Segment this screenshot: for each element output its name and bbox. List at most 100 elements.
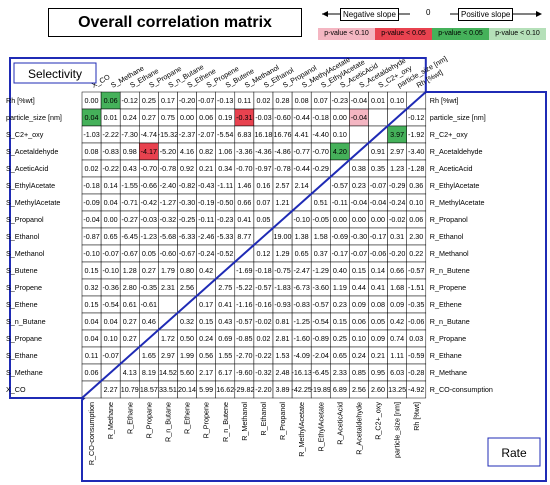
cell-value: -0.57	[236, 317, 252, 326]
cell-value: -0.85	[236, 334, 252, 343]
cell-value: -4.09	[293, 351, 309, 360]
cell-value: 1.23	[390, 164, 404, 173]
cell-value: 0.65	[333, 351, 347, 360]
cell-value: 18.57	[140, 385, 158, 394]
cell-value: 0.17	[161, 96, 175, 105]
cell-value: -0.57	[332, 181, 348, 190]
cell-value: 2.27	[104, 385, 118, 394]
cell-value: -2.70	[236, 351, 252, 360]
cell-value: -15.32	[158, 130, 178, 139]
cell-value: -0.75	[274, 266, 290, 275]
cell-value: 1.28	[123, 266, 137, 275]
cell-value: -0.22	[255, 351, 271, 360]
right-label: R_Propanol	[430, 215, 468, 224]
cell-value: 0.61	[123, 300, 137, 309]
cell-value: 1.72	[161, 334, 175, 343]
cell-value: -0.27	[122, 215, 138, 224]
cell-value: 0.51	[314, 198, 328, 207]
cell-value: -0.12	[408, 113, 424, 122]
cell-value: 0.16	[256, 181, 270, 190]
cell-value: 0.35	[371, 164, 385, 173]
cell-value: 0.75	[161, 113, 175, 122]
cell-value: 0.09	[371, 334, 385, 343]
cell-value: 4.16	[180, 147, 194, 156]
cell-value: -6.33	[179, 232, 195, 241]
cell-value: -1.83	[274, 283, 290, 292]
legend-item-pos-010: p-value < 0.10	[489, 28, 546, 40]
matrix-cell	[406, 380, 427, 399]
left-label: S_n_Butane	[6, 317, 46, 326]
cell-value: -0.07	[370, 181, 386, 190]
cell-value: 0.08	[295, 96, 309, 105]
bottom-label: R_Propane	[144, 402, 153, 438]
cell-value: 0.37	[314, 249, 328, 258]
cell-value: 0.27	[123, 334, 137, 343]
right-label: R_C2+_oxy	[430, 130, 468, 139]
cell-value: 0.27	[142, 113, 156, 122]
cell-value: -0.57	[255, 283, 271, 292]
cell-value: 5.60	[180, 368, 194, 377]
cell-value: -42.25	[291, 385, 311, 394]
cell-value: 1.65	[142, 351, 156, 360]
legend-zero-label: 0	[426, 8, 431, 17]
cell-value: -2.04	[313, 351, 329, 360]
cell-value: -0.71	[122, 198, 138, 207]
cell-value: 0.32	[85, 283, 99, 292]
cell-value: -2.22	[102, 130, 118, 139]
cell-value: 2.30	[409, 232, 423, 241]
bottom-label: R_AceticAcid	[335, 402, 344, 445]
cell-value: 0.36	[409, 181, 423, 190]
cell-value: 0.46	[142, 317, 156, 326]
right-label: Rh [%wt]	[430, 96, 459, 105]
cell-value: 0.43	[123, 164, 137, 173]
cell-value: -4.36	[255, 147, 271, 156]
right-label: R_Ethane	[430, 351, 462, 360]
cell-value: 0.06	[352, 317, 366, 326]
cell-value: 2.56	[180, 283, 194, 292]
cell-value: -0.04	[83, 215, 99, 224]
cell-value: 0.04	[104, 317, 118, 326]
left-label: S_Propene	[6, 283, 42, 292]
cell-value: -1.60	[293, 334, 309, 343]
cell-value: 0.06	[199, 113, 213, 122]
cell-value: 0.91	[371, 147, 385, 156]
left-label: S_MethylAcetate	[6, 198, 60, 207]
cell-value: -0.54	[313, 317, 329, 326]
cell-value: 0.27	[123, 317, 137, 326]
cell-value: -4.40	[313, 130, 329, 139]
bottom-label: particle_size [nm]	[393, 402, 402, 458]
cell-value: -1.51	[408, 283, 424, 292]
bottom-label: R_Ethene	[183, 402, 192, 434]
selectivity-label: Selectivity	[28, 67, 82, 81]
cell-value: -0.16	[255, 300, 271, 309]
cell-value: -0.78	[160, 164, 176, 173]
cell-value: -0.04	[351, 113, 367, 122]
cell-value: 0.50	[180, 334, 194, 343]
cell-value: -0.69	[332, 232, 348, 241]
cell-value: -0.78	[274, 164, 290, 173]
cell-value: -0.70	[236, 164, 252, 173]
cell-value: 1.79	[161, 266, 175, 275]
cell-value: 0.02	[85, 164, 99, 173]
cell-value: 2.81	[276, 334, 290, 343]
cell-value: 0.12	[256, 249, 270, 258]
cell-value: 0.56	[199, 351, 213, 360]
bottom-label: R_EthylAcetate	[316, 402, 325, 452]
bottom-label: R_Acetaldehyde	[354, 402, 363, 455]
cell-value: 2.14	[295, 181, 309, 190]
cell-value: 2.97	[161, 351, 175, 360]
cell-value: 0.40	[333, 266, 347, 275]
cell-value: -1.27	[160, 198, 176, 207]
cell-value: -1.28	[408, 164, 424, 173]
cell-value: 16.76	[274, 130, 292, 139]
cell-value: -1.23	[141, 232, 157, 241]
cell-value: -0.04	[370, 198, 386, 207]
cell-value: -0.87	[83, 232, 99, 241]
cell-value: -0.25	[179, 215, 195, 224]
diagonal-divider	[81, 91, 427, 399]
cell-value: -3.60	[313, 283, 329, 292]
cell-value: -0.83	[293, 300, 309, 309]
cell-value: 0.43	[218, 317, 232, 326]
matrix-cell	[158, 295, 178, 314]
